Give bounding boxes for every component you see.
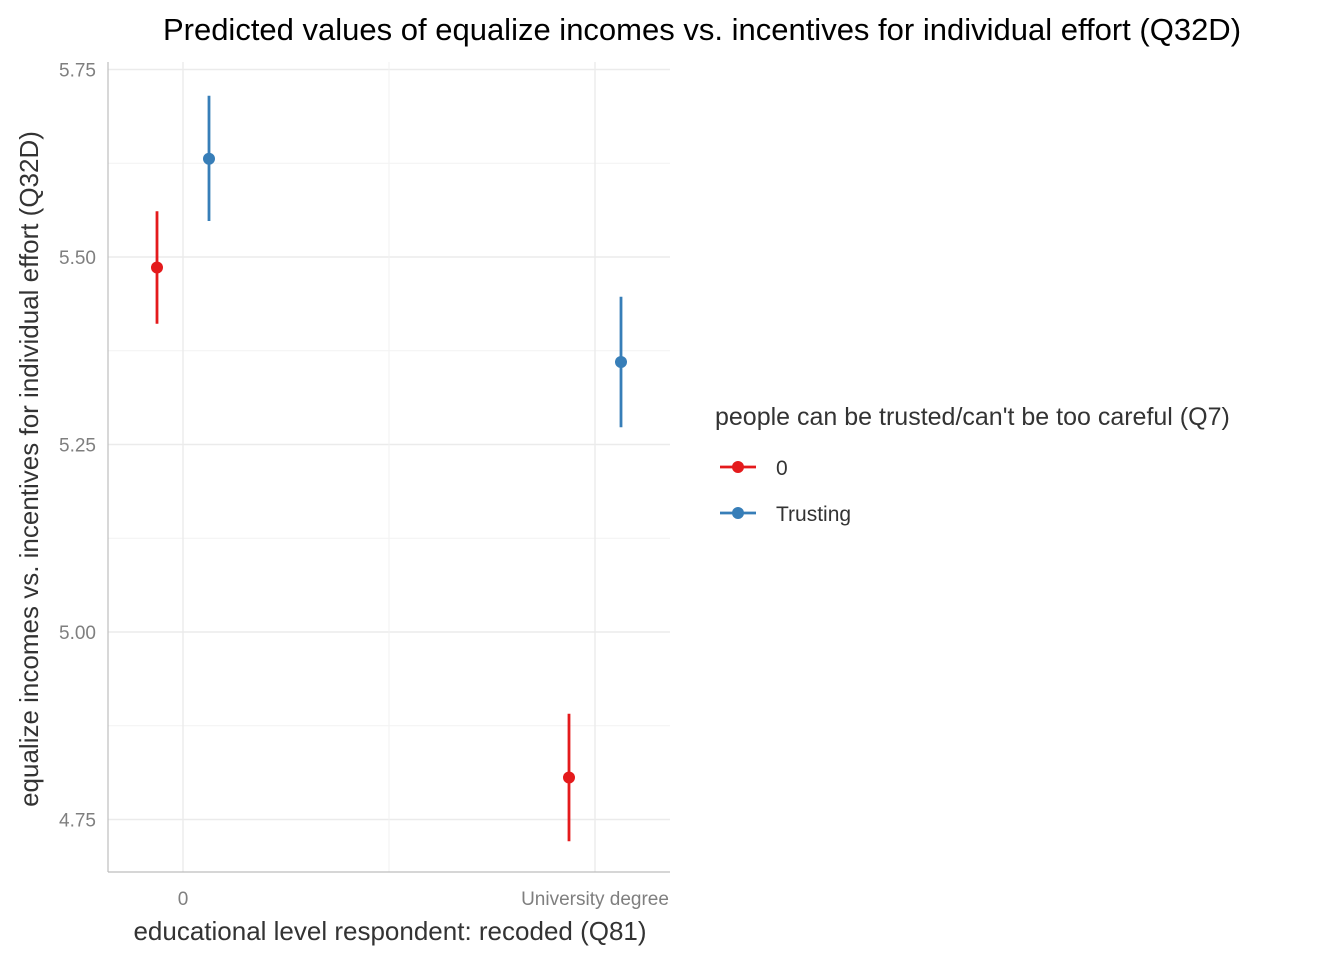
data-point xyxy=(563,771,575,784)
marks-layer xyxy=(151,95,627,842)
grid-layer xyxy=(108,62,670,872)
legend-key-point xyxy=(732,461,744,473)
axis-layer xyxy=(107,62,670,873)
chart-title: Predicted values of equalize incomes vs.… xyxy=(163,12,1241,47)
x-tick-label: University degree xyxy=(521,889,669,910)
legend-label: Trusting xyxy=(776,503,851,526)
legend: people can be trusted/can't be too caref… xyxy=(715,403,1230,526)
y-tick-label: 5.00 xyxy=(59,623,96,644)
y-axis-title: equalize incomes vs. incentives for indi… xyxy=(14,131,44,807)
y-tick-label: 5.75 xyxy=(59,61,96,82)
y-tick-label: 4.75 xyxy=(59,811,96,832)
data-point xyxy=(151,261,163,274)
data-point xyxy=(615,356,627,368)
x-tick-labels: 0 University degree xyxy=(178,889,669,910)
legend-items: 0 Trusting xyxy=(720,457,851,526)
x-axis-title: educational level respondent: recoded (Q… xyxy=(133,916,646,946)
x-tick-label: 0 xyxy=(178,889,189,910)
y-tick-labels: 4.75 5.00 5.25 5.50 5.75 xyxy=(59,61,96,832)
legend-label: 0 xyxy=(776,457,788,480)
data-point xyxy=(203,152,215,165)
y-tick-label: 5.25 xyxy=(59,436,96,457)
y-tick-label: 5.50 xyxy=(59,248,96,269)
legend-key-point xyxy=(732,507,744,519)
legend-title: people can be trusted/can't be too caref… xyxy=(715,403,1230,431)
